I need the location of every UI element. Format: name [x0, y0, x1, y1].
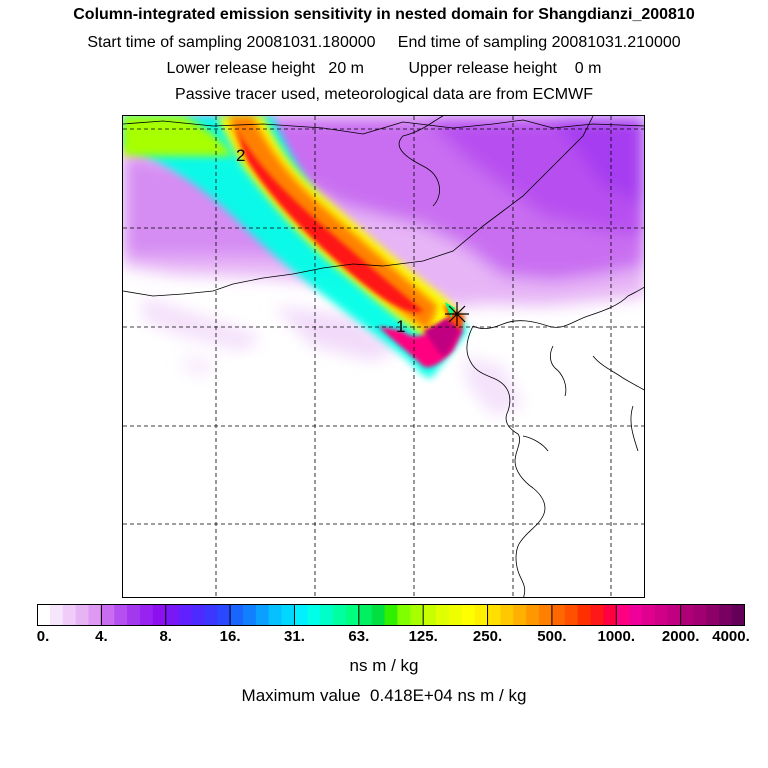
colorbar-cell — [693, 604, 707, 626]
colorbar-cell — [101, 604, 115, 626]
map-panel: 1 2 — [122, 115, 645, 598]
colorbar-cell — [139, 604, 154, 626]
emission-sensitivity-map: 1 2 — [123, 116, 644, 597]
colorbar-cells — [37, 604, 745, 626]
colorbar-cell — [294, 604, 308, 626]
colorbar-label: 4000. — [712, 628, 750, 645]
colorbar-cell — [513, 604, 527, 626]
plot-title: Column-integrated emission sensitivity i… — [73, 6, 695, 23]
colorbar-cell — [178, 604, 193, 626]
colorbar-cell — [307, 604, 321, 626]
colorbar-cell — [37, 604, 51, 626]
maximum-value-label: Maximum value 0.418E+04 ns m / kg — [241, 686, 527, 705]
colorbar-cell — [603, 604, 617, 626]
colorbar-cell — [127, 604, 141, 626]
tracer-info-line: Passive tracer used, meteorological data… — [175, 86, 593, 103]
colorbar-cell — [410, 604, 424, 626]
colorbar-label: 16. — [219, 628, 241, 645]
lat-lon-grid — [123, 116, 644, 597]
colorbar-cell — [642, 604, 656, 626]
colorbar-cell — [358, 604, 373, 626]
colorbar-cell — [526, 604, 540, 626]
plume-marker-1: 1 — [396, 317, 405, 336]
colorbar-cell — [165, 604, 180, 626]
colorbar-cell — [680, 604, 695, 626]
colorbar-cell — [590, 604, 604, 626]
colorbar-cell — [654, 604, 669, 626]
colorbar-cell — [423, 604, 437, 626]
colorbar-cell — [320, 604, 334, 626]
colorbar-cell — [49, 604, 64, 626]
colorbar-label: 125. — [408, 628, 438, 645]
colorbar-cell — [242, 604, 257, 626]
colorbar-label: 1000. — [597, 628, 636, 645]
colorbar-labels: 0. 4. 8. 16. 31. 63. 125. 250. 500. 1000. 2000. 400… — [0, 628, 768, 650]
colorbar-cell — [436, 604, 450, 626]
colorbar-cell — [577, 604, 592, 626]
colorbar-cell — [487, 604, 502, 626]
sensitivity-plume — [123, 116, 468, 378]
colorbar-label: 250. — [472, 628, 503, 645]
colorbar-major-ticks — [100, 604, 682, 626]
colorbar-cell — [551, 604, 566, 626]
colorbar-cell — [539, 604, 553, 626]
colorbar-cell — [564, 604, 579, 626]
colorbar-label: 4. — [95, 628, 108, 645]
colorbar-cell — [706, 604, 720, 626]
colorbar-cell — [204, 604, 218, 626]
colorbar-cell — [371, 604, 386, 626]
colorbar-cell — [281, 604, 296, 626]
colorbar-cell — [268, 604, 283, 626]
colorbar-label: 2000. — [661, 628, 700, 645]
x-cross-icon — [445, 302, 469, 326]
colorbar-cell — [732, 604, 745, 626]
colorbar-cell — [88, 604, 102, 626]
colorbar-cell — [114, 604, 128, 626]
colorbar — [37, 604, 745, 626]
colorbar-label: 500. — [537, 628, 567, 645]
colorbar-cell — [345, 604, 360, 626]
colorbar-cell — [448, 604, 463, 626]
colorbar-cell — [474, 604, 489, 626]
release-height-line: Lower release height 20 m Upper release … — [166, 60, 602, 77]
colorbar-cell — [333, 604, 347, 626]
colorbar-cell — [152, 604, 167, 626]
colorbar-label: 31. — [284, 628, 305, 645]
colorbar-cell — [191, 604, 205, 626]
colorbar-cell — [667, 604, 682, 626]
colorbar-cell — [629, 604, 643, 626]
colorbar-label: 8. — [159, 628, 172, 645]
colorbar-cell — [719, 604, 733, 626]
colorbar-cell — [500, 604, 514, 626]
colorbar-cell — [616, 604, 630, 626]
colorbar-cell — [397, 604, 411, 626]
units-label: ns m / kg — [349, 656, 419, 675]
colorbar-frame — [37, 604, 745, 626]
colorbar-cell — [230, 604, 244, 626]
colorbar-cell — [217, 604, 231, 626]
colorbar-cell — [255, 604, 270, 626]
sampling-time-line: Start time of sampling 20081031.180000 E… — [87, 34, 681, 51]
plume-marker-2: 2 — [236, 146, 245, 165]
colorbar-label: 0. — [36, 628, 50, 645]
colorbar-cell — [384, 604, 399, 626]
colorbar-cell — [75, 604, 90, 626]
colorbar-cell — [461, 604, 476, 626]
colorbar-cell — [62, 604, 77, 626]
coastlines — [123, 116, 644, 597]
colorbar-label: 63. — [348, 628, 370, 645]
